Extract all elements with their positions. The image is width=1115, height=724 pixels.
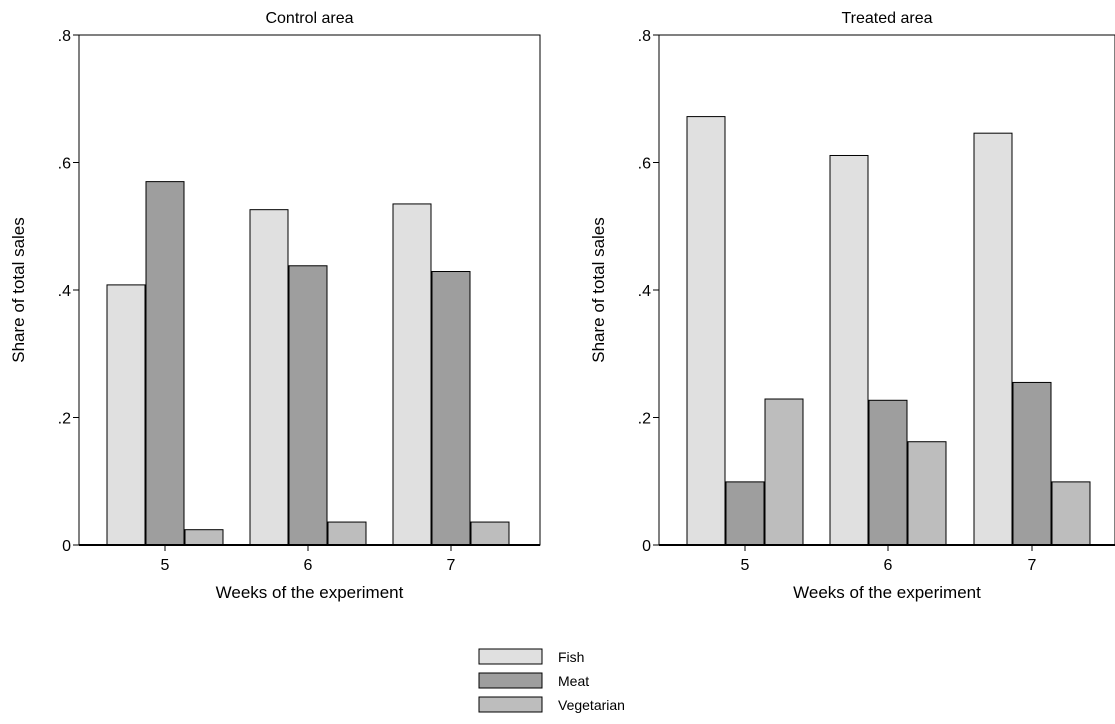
treated-bar-fish-week-7 (973, 132, 1013, 546)
treated-bar-meat-week-5 (725, 481, 765, 546)
legend-label-meat: Meat (558, 673, 589, 689)
treated-y-tick-label: .2 (638, 411, 651, 428)
legend-swatch-fish (478, 648, 543, 665)
treated-bar-vegetarian-week-7 (1051, 481, 1091, 546)
legend-swatch-meat (478, 672, 543, 689)
legend-swatch-vegetarian (478, 696, 543, 713)
control-x-tick-label: 5 (161, 557, 170, 574)
treated-bar-vegetarian-week-6 (907, 441, 947, 546)
control-bar-fish-week-7 (392, 203, 432, 546)
treated-x-tick-label: 6 (884, 557, 893, 574)
legend-label-vegetarian: Vegetarian (558, 697, 625, 713)
treated-bar-meat-week-7 (1012, 381, 1052, 546)
control-y-tick-label: .2 (58, 411, 71, 428)
treated-bar-fish-week-6 (829, 154, 869, 546)
control-bar-meat-week-5 (145, 181, 185, 546)
legend-label-fish: Fish (558, 649, 584, 665)
control-x-axis-label: Weeks of the experiment (216, 583, 404, 602)
control-bar-vegetarian-week-5 (184, 529, 224, 546)
control-y-tick-label: .8 (58, 28, 71, 45)
treated-bar-fish-week-5 (686, 116, 726, 546)
control-bar-fish-week-6 (249, 209, 289, 546)
treated-panel-title: Treated area (841, 10, 932, 27)
control-bar-meat-week-6 (288, 265, 328, 546)
treated-y-tick-label: .8 (638, 28, 651, 45)
control-y-tick-label: .4 (58, 283, 71, 300)
treated-x-tick-label: 7 (1028, 557, 1037, 574)
treated-bar-meat-week-6 (868, 399, 908, 546)
control-y-tick-label: 0 (62, 538, 71, 555)
treated-y-tick-label: 0 (642, 538, 651, 555)
control-x-tick-label: 6 (304, 557, 313, 574)
treated-y-tick-label: .4 (638, 283, 651, 300)
treated-bar-vegetarian-week-5 (764, 398, 804, 546)
control-bar-fish-week-5 (106, 284, 146, 546)
control-bar-meat-week-7 (431, 271, 471, 546)
treated-y-tick-label: .6 (638, 156, 651, 173)
treated-y-axis-label: Share of total sales (589, 217, 608, 363)
control-bar-vegetarian-week-7 (470, 521, 510, 546)
treated-x-tick-label: 5 (741, 557, 750, 574)
control-y-axis-label: Share of total sales (9, 217, 28, 363)
treated-x-axis-label: Weeks of the experiment (793, 583, 981, 602)
control-x-tick-label: 7 (447, 557, 456, 574)
control-bar-vegetarian-week-6 (327, 521, 367, 546)
control-y-tick-label: .6 (58, 156, 71, 173)
control-panel-title: Control area (265, 10, 353, 27)
